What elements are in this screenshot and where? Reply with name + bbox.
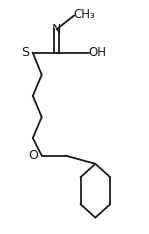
Text: O: O [29,149,38,162]
Text: S: S [21,46,29,59]
Text: N: N [52,23,61,36]
Text: CH₃: CH₃ [73,7,95,21]
Text: OH: OH [89,46,107,59]
